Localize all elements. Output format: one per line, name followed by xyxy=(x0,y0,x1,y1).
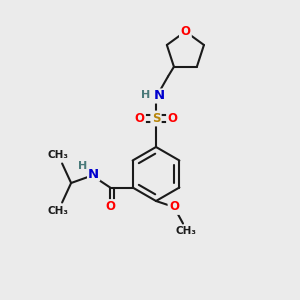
Text: O: O xyxy=(180,25,190,38)
Text: H: H xyxy=(79,160,88,171)
Text: N: N xyxy=(153,89,165,103)
Text: O: O xyxy=(169,200,179,214)
Text: CH₃: CH₃ xyxy=(47,151,68,160)
Text: N: N xyxy=(88,167,99,181)
Text: O: O xyxy=(167,112,178,125)
Text: O: O xyxy=(134,112,145,125)
Text: S: S xyxy=(152,112,160,125)
Text: CH₃: CH₃ xyxy=(176,226,197,236)
Text: O: O xyxy=(105,200,115,214)
Text: CH₃: CH₃ xyxy=(47,206,68,215)
Text: H: H xyxy=(141,90,150,100)
